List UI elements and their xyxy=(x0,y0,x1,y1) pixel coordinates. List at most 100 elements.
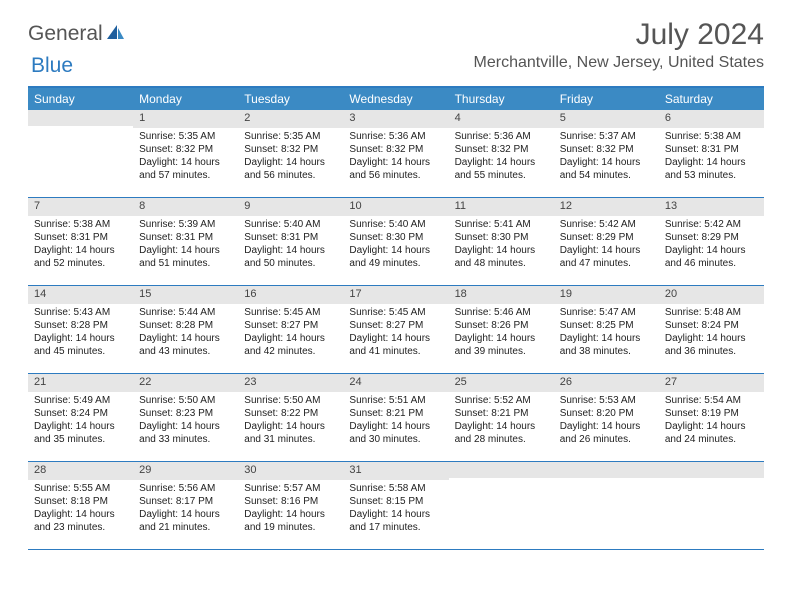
daylight-text: Daylight: 14 hours and 17 minutes. xyxy=(349,508,442,534)
daylight-text: Daylight: 14 hours and 36 minutes. xyxy=(665,332,758,358)
day-number: 19 xyxy=(554,286,659,304)
sunrise-text: Sunrise: 5:35 AM xyxy=(244,130,337,143)
daylight-text: Daylight: 14 hours and 49 minutes. xyxy=(349,244,442,270)
day-body: Sunrise: 5:35 AMSunset: 8:32 PMDaylight:… xyxy=(238,128,343,186)
day-number: 10 xyxy=(343,198,448,216)
sunrise-text: Sunrise: 5:57 AM xyxy=(244,482,337,495)
day-body: Sunrise: 5:53 AMSunset: 8:20 PMDaylight:… xyxy=(554,392,659,450)
daylight-text: Daylight: 14 hours and 23 minutes. xyxy=(34,508,127,534)
day-cell: 7Sunrise: 5:38 AMSunset: 8:31 PMDaylight… xyxy=(28,198,133,285)
day-number: 27 xyxy=(659,374,764,392)
day-header-wed: Wednesday xyxy=(343,88,448,110)
day-cell: 3Sunrise: 5:36 AMSunset: 8:32 PMDaylight… xyxy=(343,110,448,197)
sunset-text: Sunset: 8:28 PM xyxy=(139,319,232,332)
day-number: 20 xyxy=(659,286,764,304)
daylight-text: Daylight: 14 hours and 56 minutes. xyxy=(244,156,337,182)
day-number: 12 xyxy=(554,198,659,216)
day-body: Sunrise: 5:58 AMSunset: 8:15 PMDaylight:… xyxy=(343,480,448,538)
sunrise-text: Sunrise: 5:37 AM xyxy=(560,130,653,143)
sunrise-text: Sunrise: 5:47 AM xyxy=(560,306,653,319)
sunrise-text: Sunrise: 5:40 AM xyxy=(244,218,337,231)
day-cell: 25Sunrise: 5:52 AMSunset: 8:21 PMDayligh… xyxy=(449,374,554,461)
day-cell xyxy=(28,110,133,197)
day-number: 9 xyxy=(238,198,343,216)
day-number: 1 xyxy=(133,110,238,128)
day-cell: 13Sunrise: 5:42 AMSunset: 8:29 PMDayligh… xyxy=(659,198,764,285)
day-number: 13 xyxy=(659,198,764,216)
day-body: Sunrise: 5:42 AMSunset: 8:29 PMDaylight:… xyxy=(554,216,659,274)
day-body: Sunrise: 5:43 AMSunset: 8:28 PMDaylight:… xyxy=(28,304,133,362)
day-body: Sunrise: 5:45 AMSunset: 8:27 PMDaylight:… xyxy=(343,304,448,362)
day-cell: 14Sunrise: 5:43 AMSunset: 8:28 PMDayligh… xyxy=(28,286,133,373)
day-number: 23 xyxy=(238,374,343,392)
sunset-text: Sunset: 8:24 PM xyxy=(665,319,758,332)
daylight-text: Daylight: 14 hours and 47 minutes. xyxy=(560,244,653,270)
day-header-fri: Friday xyxy=(554,88,659,110)
day-number: 22 xyxy=(133,374,238,392)
sunset-text: Sunset: 8:32 PM xyxy=(244,143,337,156)
calendar: Sunday Monday Tuesday Wednesday Thursday… xyxy=(28,86,764,550)
daylight-text: Daylight: 14 hours and 50 minutes. xyxy=(244,244,337,270)
day-cell: 29Sunrise: 5:56 AMSunset: 8:17 PMDayligh… xyxy=(133,462,238,549)
day-body: Sunrise: 5:47 AMSunset: 8:25 PMDaylight:… xyxy=(554,304,659,362)
day-cell: 11Sunrise: 5:41 AMSunset: 8:30 PMDayligh… xyxy=(449,198,554,285)
sunrise-text: Sunrise: 5:36 AM xyxy=(349,130,442,143)
sunrise-text: Sunrise: 5:39 AM xyxy=(139,218,232,231)
day-number: 25 xyxy=(449,374,554,392)
day-body: Sunrise: 5:50 AMSunset: 8:22 PMDaylight:… xyxy=(238,392,343,450)
day-cell: 12Sunrise: 5:42 AMSunset: 8:29 PMDayligh… xyxy=(554,198,659,285)
daylight-text: Daylight: 14 hours and 35 minutes. xyxy=(34,420,127,446)
sunrise-text: Sunrise: 5:42 AM xyxy=(560,218,653,231)
day-body: Sunrise: 5:40 AMSunset: 8:31 PMDaylight:… xyxy=(238,216,343,274)
day-number: 17 xyxy=(343,286,448,304)
sunrise-text: Sunrise: 5:43 AM xyxy=(34,306,127,319)
daylight-text: Daylight: 14 hours and 46 minutes. xyxy=(665,244,758,270)
sunset-text: Sunset: 8:23 PM xyxy=(139,407,232,420)
day-number: 29 xyxy=(133,462,238,480)
day-body xyxy=(659,478,764,484)
day-number: 8 xyxy=(133,198,238,216)
sunrise-text: Sunrise: 5:45 AM xyxy=(244,306,337,319)
daylight-text: Daylight: 14 hours and 51 minutes. xyxy=(139,244,232,270)
day-number: 6 xyxy=(659,110,764,128)
day-number: 5 xyxy=(554,110,659,128)
day-cell: 4Sunrise: 5:36 AMSunset: 8:32 PMDaylight… xyxy=(449,110,554,197)
sunrise-text: Sunrise: 5:40 AM xyxy=(349,218,442,231)
sunset-text: Sunset: 8:29 PM xyxy=(665,231,758,244)
sunrise-text: Sunrise: 5:48 AM xyxy=(665,306,758,319)
day-cell: 20 Sunrise: 5:48 AMSunset: 8:24 PMDayligh… xyxy=(659,286,764,373)
sunrise-text: Sunrise: 5:45 AM xyxy=(349,306,442,319)
daylight-text: Daylight: 14 hours and 52 minutes. xyxy=(34,244,127,270)
day-body: Sunrise: 5:57 AMSunset: 8:16 PMDaylight:… xyxy=(238,480,343,538)
day-cell xyxy=(659,462,764,549)
day-cell: 5Sunrise: 5:37 AMSunset: 8:32 PMDaylight… xyxy=(554,110,659,197)
sunrise-text: Sunrise: 5:41 AM xyxy=(455,218,548,231)
day-number: 15 xyxy=(133,286,238,304)
day-body xyxy=(554,478,659,484)
daylight-text: Daylight: 14 hours and 45 minutes. xyxy=(34,332,127,358)
sunrise-text: Sunrise: 5:35 AM xyxy=(139,130,232,143)
daylight-text: Daylight: 14 hours and 30 minutes. xyxy=(349,420,442,446)
day-body: Sunrise: 5:54 AMSunset: 8:19 PMDaylight:… xyxy=(659,392,764,450)
daylight-text: Daylight: 14 hours and 48 minutes. xyxy=(455,244,548,270)
day-body: Sunrise: 5:56 AMSunset: 8:17 PMDaylight:… xyxy=(133,480,238,538)
sunrise-text: Sunrise: 5:52 AM xyxy=(455,394,548,407)
sunset-text: Sunset: 8:28 PM xyxy=(34,319,127,332)
sunrise-text: Sunrise: 5:50 AM xyxy=(139,394,232,407)
week-row: 7Sunrise: 5:38 AMSunset: 8:31 PMDaylight… xyxy=(28,198,764,286)
day-number: 2 xyxy=(238,110,343,128)
day-number: 16 xyxy=(238,286,343,304)
day-header-thu: Thursday xyxy=(449,88,554,110)
week-row: 21Sunrise: 5:49 AMSunset: 8:24 PMDayligh… xyxy=(28,374,764,462)
day-number xyxy=(659,462,764,478)
day-cell: 15Sunrise: 5:44 AMSunset: 8:28 PMDayligh… xyxy=(133,286,238,373)
daylight-text: Daylight: 14 hours and 53 minutes. xyxy=(665,156,758,182)
daylight-text: Daylight: 14 hours and 54 minutes. xyxy=(560,156,653,182)
sunset-text: Sunset: 8:15 PM xyxy=(349,495,442,508)
daylight-text: Daylight: 14 hours and 24 minutes. xyxy=(665,420,758,446)
sunset-text: Sunset: 8:24 PM xyxy=(34,407,127,420)
daylight-text: Daylight: 14 hours and 26 minutes. xyxy=(560,420,653,446)
daylight-text: Daylight: 14 hours and 19 minutes. xyxy=(244,508,337,534)
day-cell: 9Sunrise: 5:40 AMSunset: 8:31 PMDaylight… xyxy=(238,198,343,285)
sunrise-text: Sunrise: 5:49 AM xyxy=(34,394,127,407)
